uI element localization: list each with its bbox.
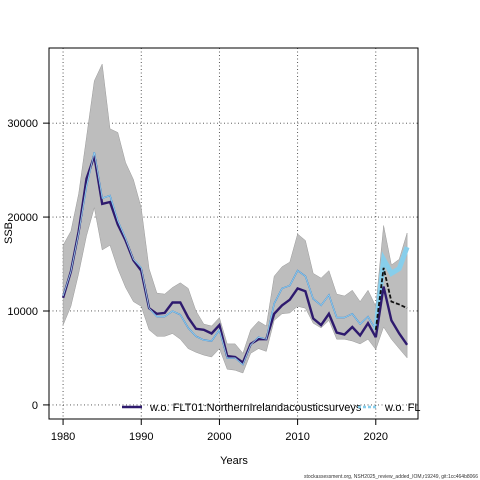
x-tick-label: 2010 bbox=[285, 431, 309, 443]
legend-label-wo-fl: w.o. FL bbox=[384, 402, 420, 414]
series-line-base-highlight bbox=[62, 152, 377, 366]
x-tick-label: 1990 bbox=[129, 431, 153, 443]
y-tick-label: 30000 bbox=[7, 118, 38, 130]
y-tick-label: 0 bbox=[32, 400, 38, 412]
forecast-line-wo-flt01 bbox=[374, 286, 409, 346]
series-line-wo-flt01 bbox=[61, 155, 377, 365]
forecast-line-base bbox=[374, 267, 408, 330]
y-tick-label: 20000 bbox=[7, 212, 38, 224]
x-axis-title: Years bbox=[220, 455, 248, 467]
plot-frame bbox=[48, 47, 419, 420]
legend-label-wo-flt01: w.o. FLT01:NorthernIrelandacousticsurvey… bbox=[149, 402, 362, 414]
axis-ticks: 1980 1990 2000 2010 2020 0 10000 20000 30000 bbox=[7, 118, 388, 443]
forecast-line-wo-fl bbox=[373, 246, 410, 331]
series-lines bbox=[61, 152, 410, 366]
x-tick-label: 2000 bbox=[207, 431, 231, 443]
x-tick-label: 1980 bbox=[51, 431, 75, 443]
source-caption: stockassessment.org, NSH2025_review_adde… bbox=[304, 474, 478, 480]
x-tick-label: 2020 bbox=[364, 431, 388, 443]
y-tick-label: 10000 bbox=[7, 306, 38, 318]
legend: w.o. FLT01:NorthernIrelandacousticsurvey… bbox=[122, 402, 420, 414]
y-axis-title: SSB bbox=[3, 222, 15, 244]
